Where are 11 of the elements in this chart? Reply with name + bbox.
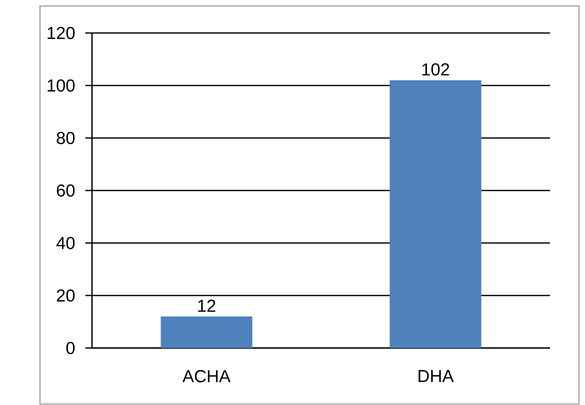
- y-tick-label: 40: [56, 236, 75, 250]
- y-tick-label: 0: [66, 342, 75, 354]
- y-tick-label: 80: [56, 132, 75, 144]
- y-tick-label: 60: [56, 184, 75, 197]
- y-tick-label: 120: [48, 26, 75, 40]
- y-tick-label: 20: [56, 289, 75, 302]
- x-tick-label: DHA: [418, 370, 454, 382]
- data-label: 102: [422, 63, 450, 76]
- data-label: 12: [198, 300, 216, 312]
- x-tick-label: ACHA: [182, 370, 231, 382]
- y-tick-label: 100: [48, 79, 75, 92]
